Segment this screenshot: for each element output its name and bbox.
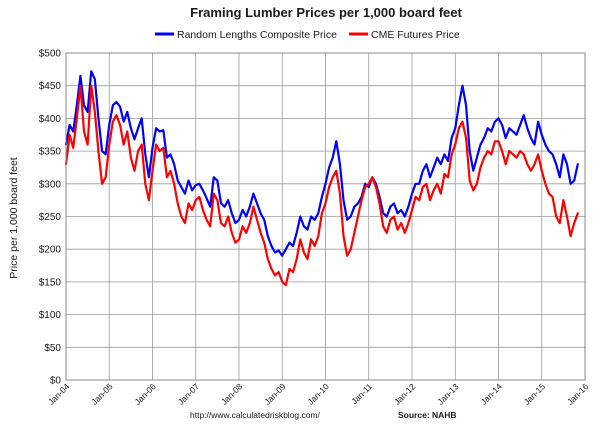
x-tick-label: Jan-12	[392, 381, 418, 407]
y-axis-tick-labels: $0 $50 $100 $150 $200 $250 $300 $350 $400 $450 $50…	[39, 49, 62, 387]
x-axis-tick-labels: Jan-04 Jan-05 Jan-06 Jan-07 Jan-08 Jan-09 Jan-…	[46, 381, 591, 407]
y-tick-label: $350	[39, 147, 62, 158]
gridlines	[65, 52, 586, 381]
x-tick-label: Jan-06	[132, 381, 158, 407]
y-tick-label: $250	[39, 212, 62, 223]
x-tick-label: Jan-08	[219, 381, 245, 407]
y-tick-label: $0	[50, 376, 62, 387]
y-tick-label: $100	[39, 310, 62, 321]
y-axis-title: Price per 1,000 board feet	[8, 157, 20, 278]
y-tick-label: $50	[44, 343, 61, 354]
y-tick-label: $450	[39, 81, 62, 92]
chart-title: Framing Lumber Prices per 1,000 board fe…	[190, 5, 462, 20]
x-tick-label: Jan-09	[262, 381, 288, 407]
series-line-random-lengths	[64, 70, 579, 257]
y-tick-label: $300	[39, 179, 62, 190]
series-lines	[64, 70, 579, 287]
x-tick-label: Jan-16	[565, 381, 591, 407]
x-tick-label: Jan-14	[478, 381, 504, 407]
footer-url: http://www.calculatedriskblog.com/	[190, 410, 321, 420]
legend: Random Lengths Composite Price CME Futur…	[155, 29, 460, 41]
series-line-cme-futures	[64, 84, 579, 287]
y-tick-label: $150	[39, 277, 62, 288]
x-tick-label: Jan-05	[89, 381, 115, 407]
x-tick-label: Jan-15	[522, 381, 548, 407]
y-tick-label: $500	[39, 49, 62, 60]
x-tick-label: Jan-10	[305, 381, 331, 407]
legend-label-random-lengths: Random Lengths Composite Price	[177, 29, 337, 41]
plot-area-frame	[65, 52, 586, 381]
y-tick-label: $400	[39, 114, 62, 125]
footer-source: Source: NAHB	[398, 410, 457, 420]
x-tick-label: Jan-13	[435, 381, 461, 407]
y-tick-label: $200	[39, 245, 62, 256]
legend-label-cme-futures: CME Futures Price	[371, 29, 460, 41]
x-tick-label: Jan-11	[349, 381, 374, 406]
x-tick-label: Jan-07	[176, 381, 202, 407]
